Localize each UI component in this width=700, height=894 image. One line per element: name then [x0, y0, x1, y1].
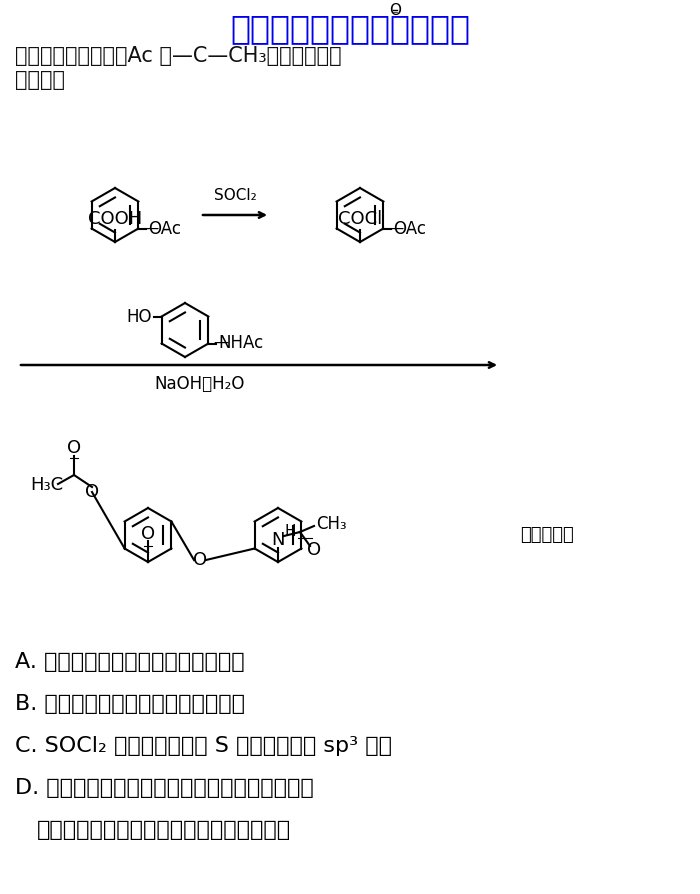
Text: A. 阿司匹林中所有碳原子可能共平面: A. 阿司匹林中所有碳原子可能共平面	[15, 652, 244, 672]
Text: C. SOCl₂ 分子的中心原子 S 的杂化方式为 sp³ 杂化: C. SOCl₂ 分子的中心原子 S 的杂化方式为 sp³ 杂化	[15, 736, 392, 756]
Text: 错误的是: 错误的是	[15, 70, 65, 90]
Text: O: O	[67, 439, 81, 457]
Text: H: H	[284, 525, 295, 539]
Text: COOH: COOH	[88, 210, 142, 228]
Text: D. 贝诺酯在人体内可能水解出两种药物，水解需: D. 贝诺酯在人体内可能水解出两种药物，水解需	[15, 778, 314, 798]
Text: SOCl₂: SOCl₂	[214, 188, 256, 203]
Text: COCl: COCl	[338, 210, 382, 228]
Text: O: O	[193, 551, 207, 569]
Text: B. 扑热息痛苯环上的二渴代物有五种: B. 扑热息痛苯环上的二渴代物有五种	[15, 694, 245, 714]
Text: —: —	[389, 221, 404, 236]
Text: 微信公众号关注：趣找答案: 微信公众号关注：趣找答案	[230, 12, 470, 45]
Text: （贝诺酯）: （贝诺酯）	[520, 526, 574, 544]
Text: O: O	[307, 541, 321, 559]
Text: O: O	[389, 3, 401, 18]
Text: 要一定的时间，起到缓释并延长药效的作用: 要一定的时间，起到缓释并延长药效的作用	[37, 820, 291, 840]
Text: O: O	[85, 483, 99, 501]
Text: O: O	[141, 525, 155, 543]
Text: HO: HO	[126, 308, 152, 325]
Text: OAc: OAc	[393, 220, 426, 238]
Text: N: N	[272, 531, 285, 549]
Text: 合成路线如图所示（Ac 为—C—CH₃），下列说法: 合成路线如图所示（Ac 为—C—CH₃），下列说法	[15, 46, 342, 66]
Text: OAc: OAc	[148, 220, 181, 238]
Text: —: —	[214, 335, 229, 350]
Text: CH₃: CH₃	[316, 515, 346, 533]
Text: NaOH，H₂O: NaOH，H₂O	[155, 375, 245, 393]
Text: —: —	[144, 221, 159, 236]
Text: H₃C: H₃C	[30, 476, 63, 494]
Text: NHAc: NHAc	[218, 334, 264, 352]
